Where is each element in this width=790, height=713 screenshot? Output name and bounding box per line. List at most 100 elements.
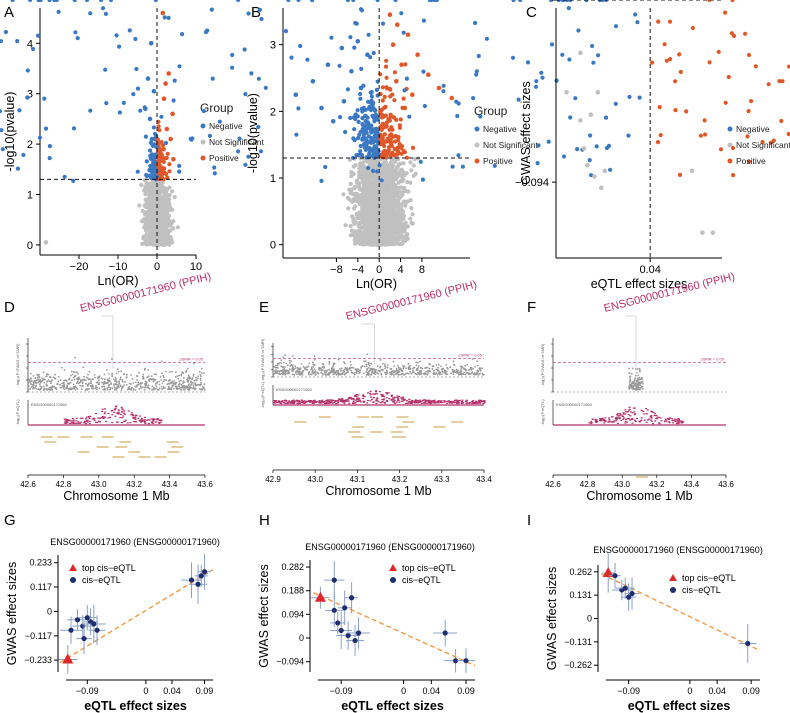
cloud-point — [590, 43, 595, 49]
cloud-point — [386, 174, 391, 179]
legend-label: Positive — [209, 153, 239, 163]
cloud-point — [561, 154, 567, 159]
cloud-point — [371, 168, 376, 173]
data-point-positive — [410, 92, 415, 97]
cloud-point — [403, 199, 408, 204]
panel-letter-g: G — [4, 512, 16, 529]
cloud-point — [147, 192, 152, 197]
cloud-point — [390, 127, 395, 132]
x-tick-label: −10 — [109, 261, 128, 273]
cloud-point — [380, 231, 385, 237]
cloud-point — [723, 100, 728, 105]
cloud-point — [707, 60, 712, 65]
cloud-point — [144, 232, 149, 237]
cloud-point — [159, 184, 164, 189]
cloud-point — [167, 192, 172, 198]
cloud-point — [413, 171, 418, 176]
cloud-point — [408, 198, 413, 203]
data-point-not-significant — [43, 240, 49, 245]
cloud-point — [673, 79, 678, 84]
cloud-point — [374, 87, 379, 92]
cloud-point — [384, 220, 389, 225]
cloud-point — [398, 117, 403, 122]
legend-swatch — [200, 139, 206, 145]
cloud-point — [362, 240, 367, 245]
cloud-point — [396, 162, 402, 167]
cloud-point — [566, 6, 571, 11]
cloud-point — [375, 199, 380, 205]
cloud-point — [664, 58, 669, 63]
cloud-point — [338, 115, 343, 120]
cloud-point — [627, 94, 632, 99]
cloud-point — [373, 187, 378, 192]
cloud-point — [152, 136, 157, 141]
cloud-point — [549, 42, 555, 47]
data-point-positive — [163, 81, 168, 86]
data-point-positive — [405, 32, 411, 37]
cloud-point — [17, 108, 22, 113]
cloud-point — [147, 168, 152, 173]
cloud-point — [749, 99, 754, 104]
cloud-point — [716, 49, 721, 55]
cloud-point — [159, 114, 164, 119]
cloud-point — [150, 175, 155, 180]
cloud-point — [391, 115, 397, 120]
cloud-point — [560, 52, 565, 57]
data-point-negative — [341, 99, 347, 104]
cloud-point — [703, 132, 708, 137]
cloud-point — [165, 151, 170, 156]
cloud-point — [746, 109, 751, 114]
data-point-negative — [353, 112, 359, 117]
cloud-point — [372, 116, 377, 121]
cloud-point — [657, 105, 662, 110]
cloud-point — [385, 136, 391, 141]
cloud-point — [205, 28, 210, 33]
cloud-point — [376, 152, 381, 157]
cloud-point — [212, 165, 217, 170]
cloud-point — [369, 90, 374, 95]
cloud-point — [151, 125, 156, 130]
cloud-point — [164, 196, 170, 201]
cloud-point — [159, 222, 165, 227]
cloud-point — [360, 175, 365, 180]
cloud-point — [367, 215, 372, 221]
cloud-point — [510, 55, 516, 60]
legend-title: Group — [200, 101, 234, 115]
cloud-point — [369, 94, 374, 99]
cloud-point — [678, 69, 683, 75]
cloud-point — [388, 161, 393, 166]
cloud-point — [167, 169, 172, 174]
x-axis-label: Ln(OR) — [356, 277, 397, 291]
cloud-point — [88, 108, 93, 113]
cloud-point — [400, 169, 405, 174]
cloud-point — [371, 172, 376, 177]
cloud-point — [15, 166, 20, 171]
cloud-point — [409, 206, 414, 211]
cloud-point — [172, 78, 177, 83]
cloud-point — [349, 174, 354, 179]
cloud-point — [359, 161, 364, 166]
cloud-point — [352, 138, 357, 143]
cloud-point — [159, 229, 164, 234]
cloud-point — [366, 238, 371, 243]
cloud-point — [633, 12, 638, 17]
cloud-point — [350, 214, 355, 219]
cloud-point — [364, 122, 369, 127]
cloud-point — [384, 191, 389, 196]
cloud-point — [71, 126, 77, 131]
cloud-point — [359, 197, 364, 203]
cloud-point — [161, 203, 166, 208]
cloud-point — [421, 18, 426, 23]
cloud-point — [525, 60, 531, 65]
data-point-negative — [358, 85, 364, 91]
cloud-point — [246, 11, 251, 16]
cloud-point — [56, 9, 61, 14]
cloud-point — [405, 236, 410, 241]
cloud-point — [389, 140, 394, 145]
cloud-point — [746, 52, 752, 58]
y-tick-label: 0 — [270, 240, 276, 252]
cloud-point — [372, 144, 377, 149]
cloud-point — [143, 134, 148, 139]
cloud-point — [139, 182, 144, 188]
cloud-point — [323, 164, 328, 170]
